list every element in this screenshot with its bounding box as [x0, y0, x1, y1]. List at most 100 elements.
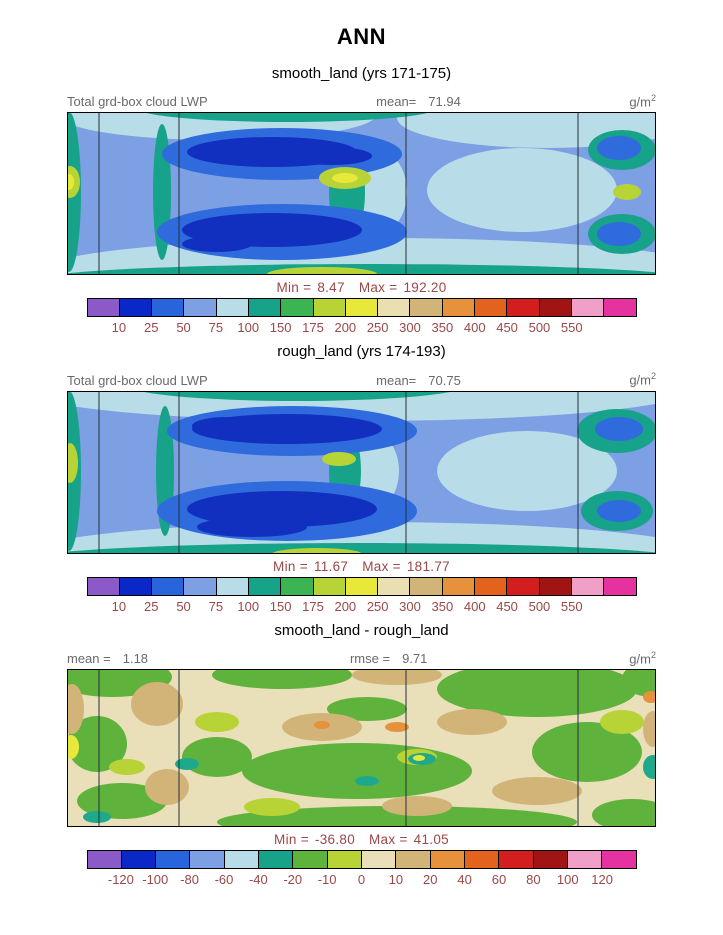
colorbar-segment	[396, 850, 431, 868]
colorbar-segment	[464, 850, 500, 868]
colorbar-tick-label: 300	[399, 598, 421, 614]
colorbar-tick-label: 100	[556, 871, 579, 887]
colorbar-tick-label: 20	[423, 871, 438, 887]
rmse-stat: rmse = 9.71	[350, 651, 427, 666]
colorbar-tick-label: 500	[528, 320, 551, 336]
max-value: 192.20	[403, 280, 447, 296]
contour-map-rough-land	[67, 390, 656, 554]
colorbar-segment	[345, 577, 379, 595]
colorbar-segment	[604, 577, 636, 595]
colorbar-segment	[152, 577, 185, 595]
colorbar-tick-label: 300	[399, 320, 421, 336]
colorbar-ticks: -120 -100 -80 -60 -40 -20 -10 0 10 20 40 60 80 100 120	[87, 872, 637, 889]
colorbar-tick-label: 25	[143, 598, 159, 614]
colorbar-tick-label: 175	[302, 598, 324, 614]
continent-boundary-lines	[98, 390, 579, 554]
colorbar-tick-label: 150	[269, 320, 292, 336]
colorbar	[86, 576, 637, 596]
colorbar-segment	[184, 299, 217, 317]
min-label: Min =	[276, 280, 312, 296]
colorbar-tick-label: 250	[366, 598, 389, 614]
colorbar-segment	[499, 850, 534, 868]
map-border	[67, 390, 656, 554]
colorbar-segment	[119, 577, 153, 595]
continent-boundary-lines	[98, 668, 579, 827]
colorbar-tick-label: 250	[366, 320, 389, 336]
unit-label: g/m2	[629, 649, 656, 666]
max-value: 41.05	[413, 831, 449, 847]
colorbar-segment	[156, 850, 191, 868]
minmax-stats: Min = -36.80 Max = 41.05	[67, 832, 656, 847]
colorbar-segment	[248, 577, 282, 595]
colorbar-segment	[87, 577, 120, 595]
mean-stat: mean= 71.94	[376, 94, 461, 109]
panel-smooth-land: Total grd-box cloud LWP mean= 71.94 g/m2	[67, 93, 656, 337]
colorbar-segment	[507, 299, 540, 317]
min-value: 8.47	[317, 280, 345, 296]
colorbar-tick-label: 25	[143, 320, 159, 336]
variable-label: Total grd-box cloud LWP	[67, 372, 208, 388]
mean-value: 70.75	[428, 372, 461, 388]
colorbar-segment	[362, 850, 397, 868]
min-label: Min =	[274, 831, 309, 847]
colorbar-tick-label: -100	[142, 871, 169, 887]
colorbar-tick-label: 0	[357, 871, 366, 887]
colorbar-segment	[281, 577, 314, 595]
colorbar-tick-label: 75	[208, 320, 224, 336]
min-label: Min =	[273, 558, 308, 574]
colorbar-tick-label: 10	[111, 598, 127, 614]
colorbar-segment	[475, 577, 508, 595]
colorbar-tick-label: -60	[214, 871, 234, 887]
continent-boundary-lines	[98, 112, 579, 276]
colorbar-segment	[533, 850, 568, 868]
mean-stat: mean= 70.75	[376, 373, 461, 388]
colorbar-tick-label: 150	[269, 598, 292, 614]
colorbar-tick-label: 75	[208, 598, 224, 614]
contour-map-smooth-land	[67, 112, 656, 276]
colorbar-tick-label: -120	[107, 871, 134, 887]
colorbar-tick-label: 450	[496, 320, 518, 336]
variable-label: Total grd-box cloud LWP	[67, 94, 208, 110]
colorbar-tick-label: 120	[591, 871, 613, 887]
colorbar-tick-label: 550	[560, 598, 583, 614]
colorbar-segment	[567, 850, 603, 868]
colorbar-tick-label: -10	[317, 871, 337, 887]
colorbar-tick-label: 450	[496, 598, 518, 614]
colorbar-tick-label: 400	[463, 320, 486, 336]
colorbar-tick-label: 200	[334, 320, 357, 336]
colorbar-ticks: 10 25 50 75 100 150 175 200 250 300 350 400 450 500 55…	[87, 599, 637, 616]
colorbar-segment	[293, 850, 328, 868]
colorbar-tick-label: 10	[388, 871, 404, 887]
rmse-label: rmse =	[349, 650, 391, 666]
colorbar-segment	[571, 577, 605, 595]
colorbar-segment	[378, 577, 411, 595]
colorbar-segment	[602, 850, 636, 868]
colorbar-segment	[327, 850, 362, 868]
colorbar-tick-label: 550	[560, 320, 583, 336]
colorbar-tick-label: 100	[237, 598, 260, 614]
colorbar-tick-label: 50	[176, 598, 191, 614]
mean-stat: mean = 1.18	[67, 651, 148, 666]
colorbar-tick-label: 400	[463, 598, 486, 614]
colorbar-segment	[430, 850, 465, 868]
colorbar-block: 10 25 50 75 100 150 175 200 250 300 350 400 450 500 55…	[86, 576, 637, 616]
colorbar-segment	[281, 299, 314, 317]
colorbar-segment	[442, 577, 476, 595]
mean-label: mean=	[376, 372, 417, 388]
colorbar-segment	[410, 577, 443, 595]
colorbar-segment	[475, 299, 508, 317]
mean-value: 71.94	[428, 94, 461, 110]
colorbar-tick-label: -80	[180, 871, 200, 887]
colorbar-segment	[190, 850, 225, 868]
colorbar-segment	[216, 577, 249, 595]
colorbar-segment	[539, 299, 572, 317]
colorbar-tick-label: 50	[176, 320, 191, 336]
colorbar-tick-label: -20	[283, 871, 303, 887]
max-label: Max =	[369, 831, 408, 847]
min-value: 11.67	[313, 558, 349, 574]
figure-title: ANN	[336, 24, 387, 49]
colorbar-ticks: 10 25 50 75 100 150 175 200 250 300 350 400 450 500 55…	[87, 320, 637, 337]
colorbar-tick-label: 10	[111, 320, 127, 336]
colorbar-segment	[184, 577, 217, 595]
panel-header: Total grd-box cloud LWP mean= 70.75 g/m2	[67, 371, 656, 387]
